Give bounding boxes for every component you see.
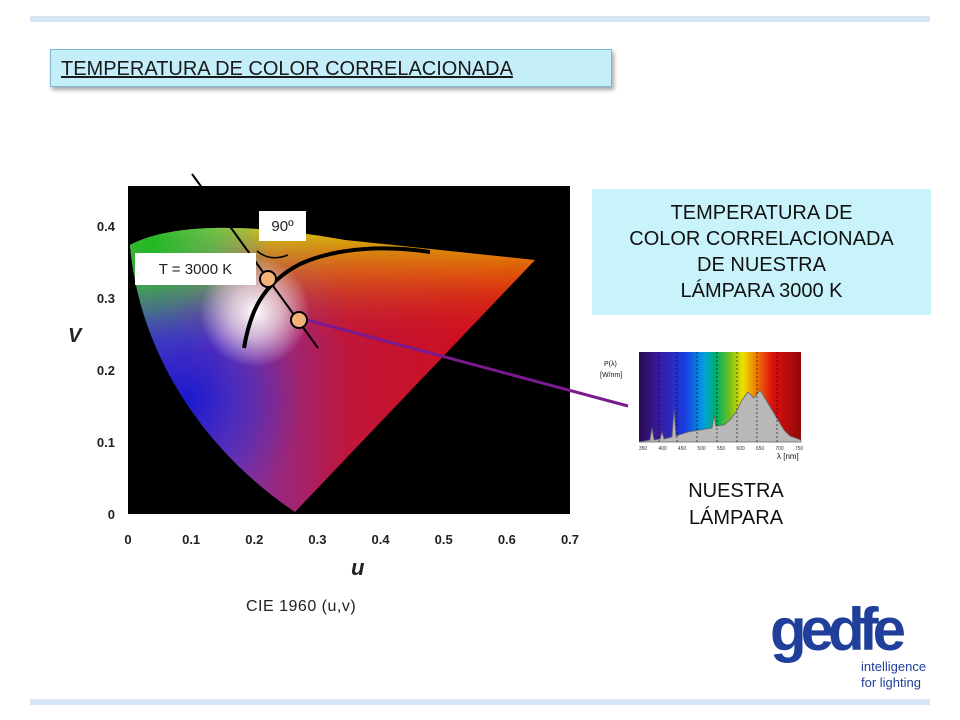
y-tick-label: 0.4: [97, 219, 116, 234]
lamp-pointer-line: [306, 318, 629, 408]
spectrum-x-tick-label: 500: [697, 446, 706, 452]
spectrum-x-tick-label: 350: [639, 446, 648, 452]
lamp-spectrum: P(λ) [W/nm] 350 400 450 500 550 600 650 700 750 …: [600, 352, 803, 461]
angle-label-text: 90º: [271, 217, 294, 235]
y-axis-label: V: [68, 325, 83, 347]
y-tick-label: 0: [108, 507, 115, 522]
x-tick-label: 0.4: [372, 532, 391, 547]
spectrum-x-tick-label: 700: [775, 446, 784, 452]
spectrum-x-tick-labels: 350 400 450 500 550 600 650 700 750: [639, 446, 804, 452]
y-tick-label: 0.1: [97, 435, 115, 450]
x-axis-label: u: [351, 555, 365, 580]
y-tick-labels: 0 0.1 0.2 0.3 0.4: [97, 219, 116, 522]
slide-title: TEMPERATURA DE COLOR CORRELACIONADA: [61, 58, 513, 80]
x-tick-label: 0.1: [182, 532, 200, 547]
right-angle-arc: [256, 250, 289, 259]
callout-line-3: DE NUESTRA: [697, 254, 826, 276]
lamp-label-line-2: LÁMPARA: [688, 507, 784, 529]
y-tick-label: 0.2: [97, 363, 115, 378]
spectrum-x-tick-label: 400: [658, 446, 667, 452]
logo-tagline-line-2: for lighting: [861, 675, 921, 690]
spectrum-x-label: λ [nm]: [777, 452, 799, 461]
x-tick-label: 0.6: [498, 532, 516, 547]
spectrum-y-label-line-2: [W/nm]: [600, 372, 622, 379]
gedfe-logo: gedfe: [770, 596, 911, 663]
top-rule: [30, 16, 930, 22]
angle-label: 90º: [259, 211, 306, 241]
lamp-label-line-1: NUESTRA: [688, 480, 784, 502]
spectrum-x-tick-label: 600: [736, 446, 745, 452]
planckian-locus: [242, 246, 431, 349]
spectrum-x-tick-label: 750: [795, 446, 804, 452]
spectrum-guide-lines: [658, 352, 778, 442]
spectrum-power-curve: [638, 389, 802, 443]
slide-title-box: TEMPERATURA DE COLOR CORRELACIONADA: [50, 49, 612, 87]
x-tick-label: 0.2: [245, 532, 263, 547]
temperature-label: T = 3000 K: [135, 253, 256, 285]
planckian-point-marker: [259, 270, 277, 288]
temperature-label-text: T = 3000 K: [158, 260, 233, 278]
spectrum-y-label-line-1: P(λ): [604, 361, 617, 368]
x-tick-labels: 0 0.1 0.2 0.3 0.4 0.5 0.6 0.7: [124, 532, 579, 547]
lamp-point-marker: [290, 311, 308, 329]
spectrum-x-tick-label: 650: [756, 446, 765, 452]
callout-line-1: TEMPERATURA DE: [670, 202, 853, 224]
callout-line-4: LÁMPARA 3000 K: [680, 280, 843, 302]
lamp-label: NUESTRA LÁMPARA: [676, 478, 796, 532]
cct-callout-box: TEMPERATURA DE COLOR CORRELACIONADA DE N…: [592, 189, 931, 315]
callout-line-2: COLOR CORRELACIONADA: [629, 228, 894, 250]
x-tick-label: 0.5: [435, 532, 453, 547]
x-tick-label: 0.7: [561, 532, 579, 547]
logo-tagline: intelligence for lighting: [861, 659, 926, 691]
logo-wordmark: gedfe: [770, 596, 905, 663]
spectrum-x-tick-label: 550: [717, 446, 726, 452]
x-tick-label: 0.3: [308, 532, 326, 547]
x-tick-label: 0: [124, 532, 131, 547]
spectrum-x-tick-label: 450: [678, 446, 687, 452]
bottom-rule: [30, 699, 930, 705]
y-tick-label: 0.3: [97, 291, 115, 306]
logo-tagline-line-1: intelligence: [861, 659, 927, 674]
cie-caption: CIE 1960 (u,v): [246, 598, 357, 615]
